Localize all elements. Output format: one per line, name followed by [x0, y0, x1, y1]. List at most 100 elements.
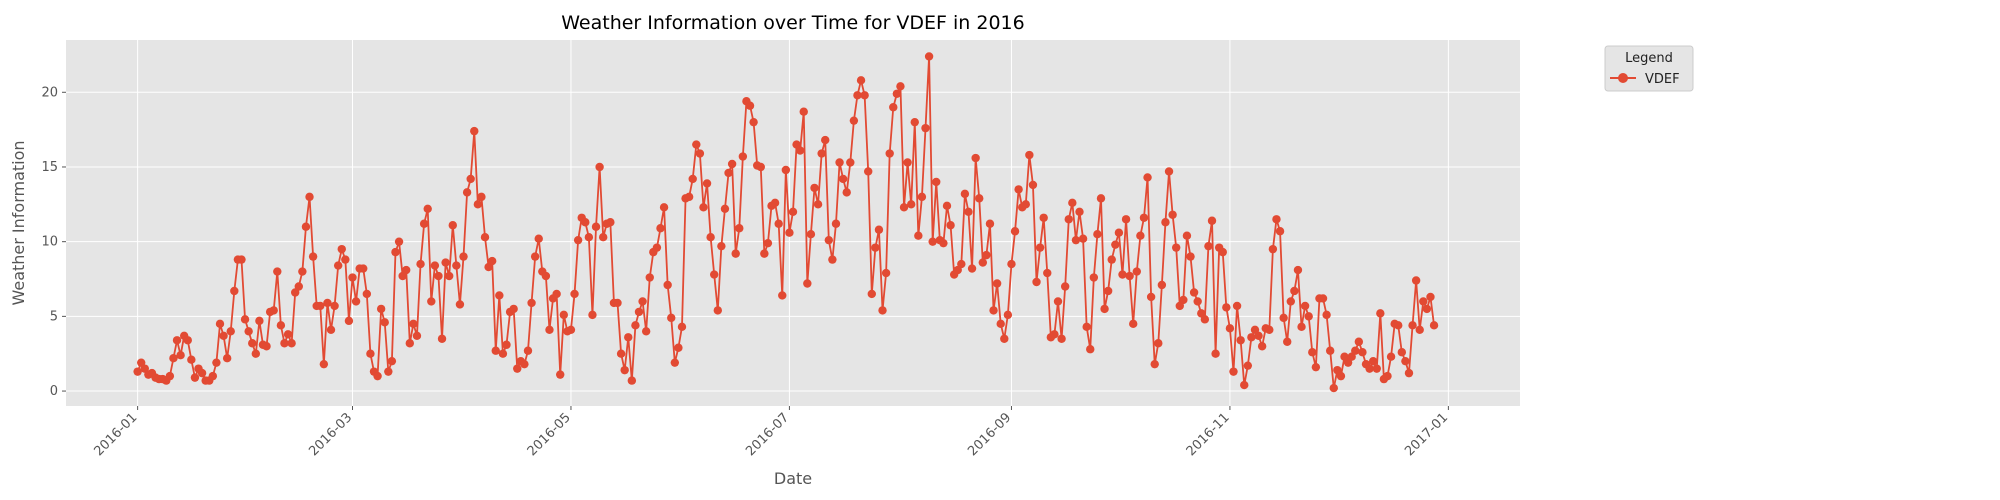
- data-point: [448, 221, 457, 230]
- data-point: [455, 300, 465, 309]
- data-point: [477, 192, 486, 202]
- data-point: [1283, 337, 1292, 346]
- data-point: [1150, 359, 1159, 369]
- data-point: [781, 165, 791, 175]
- data-point: [856, 76, 866, 85]
- data-point: [756, 162, 765, 172]
- data-point: [1368, 356, 1378, 366]
- data-point: [910, 117, 919, 127]
- y-tick-label: 10: [41, 235, 58, 250]
- data-point: [1304, 312, 1313, 321]
- data-point: [430, 261, 440, 270]
- data-point: [674, 343, 683, 352]
- data-point: [849, 116, 859, 125]
- x-tick-label: 2016-11: [1184, 410, 1233, 459]
- data-point: [441, 258, 450, 267]
- data-point: [341, 255, 350, 264]
- plot-background: [66, 40, 1520, 406]
- data-point: [634, 307, 644, 317]
- data-point: [419, 219, 429, 228]
- data-point: [1014, 185, 1023, 194]
- y-axis-label: Weather Information: [9, 140, 28, 305]
- y-tick-label: 20: [41, 85, 58, 100]
- data-point: [319, 359, 329, 369]
- data-point: [208, 371, 218, 381]
- data-point: [942, 201, 952, 211]
- data-point: [226, 327, 235, 336]
- data-point: [924, 52, 934, 61]
- data-point: [971, 153, 980, 163]
- data-point: [566, 325, 576, 335]
- data-point: [402, 265, 411, 275]
- data-point: [1071, 235, 1081, 245]
- data-point: [437, 334, 447, 343]
- data-point: [842, 188, 851, 197]
- data-point: [1354, 337, 1364, 346]
- data-point: [373, 371, 382, 381]
- data-point: [212, 358, 221, 367]
- data-point: [810, 183, 819, 193]
- data-point: [774, 219, 783, 228]
- data-point: [795, 146, 805, 155]
- data-point: [387, 356, 397, 366]
- data-point: [867, 289, 876, 299]
- data-point: [731, 249, 740, 258]
- data-point: [237, 255, 246, 264]
- data-point: [412, 331, 422, 340]
- data-point: [1325, 346, 1335, 355]
- data-point: [276, 321, 286, 330]
- data-point: [269, 306, 278, 315]
- data-point: [1225, 324, 1235, 333]
- data-point: [1043, 268, 1052, 278]
- x-tick-label: 2016-01: [91, 410, 140, 459]
- data-point: [892, 89, 902, 98]
- data-point: [982, 250, 991, 260]
- x-tick-label: 2017-01: [1402, 410, 1451, 459]
- data-point: [248, 339, 257, 348]
- data-point: [1408, 321, 1417, 330]
- data-point: [1236, 336, 1245, 345]
- data-point: [1322, 310, 1331, 320]
- data-point: [359, 264, 368, 273]
- data-point: [1193, 297, 1202, 306]
- data-point: [692, 140, 701, 149]
- data-point: [677, 322, 687, 332]
- data-point: [806, 230, 816, 239]
- data-point: [1383, 371, 1392, 381]
- data-point: [864, 167, 873, 176]
- data-point: [1132, 267, 1142, 276]
- legend-title: Legend: [1625, 51, 1673, 66]
- data-point: [1172, 243, 1181, 252]
- data-point: [1365, 364, 1374, 373]
- data-point: [351, 297, 361, 306]
- data-point: [932, 177, 941, 187]
- data-point: [906, 200, 916, 209]
- data-point: [1057, 334, 1066, 343]
- data-point: [720, 204, 730, 214]
- data-point: [989, 306, 998, 315]
- data-point: [1329, 383, 1338, 393]
- data-point: [1078, 234, 1088, 243]
- data-point: [1179, 295, 1188, 305]
- data-point: [333, 261, 343, 270]
- data-point: [853, 91, 862, 100]
- data-point: [1429, 321, 1439, 330]
- data-point: [230, 286, 239, 296]
- data-point: [1060, 282, 1070, 291]
- data-point: [366, 349, 375, 358]
- legend-marker-swatch: [1618, 73, 1628, 83]
- data-point: [1419, 297, 1428, 306]
- data-point: [187, 355, 196, 364]
- data-point: [1107, 255, 1116, 264]
- data-point: [1186, 252, 1195, 261]
- legend-entry-vdef: VDEF: [1645, 72, 1680, 87]
- data-point: [903, 158, 912, 167]
- data-point: [462, 188, 472, 197]
- data-point: [860, 91, 869, 100]
- y-tick-label: 5: [50, 309, 58, 324]
- data-point: [165, 371, 175, 381]
- data-point: [967, 264, 977, 273]
- data-point: [957, 259, 966, 269]
- data-point: [376, 304, 386, 314]
- data-point: [1394, 321, 1403, 330]
